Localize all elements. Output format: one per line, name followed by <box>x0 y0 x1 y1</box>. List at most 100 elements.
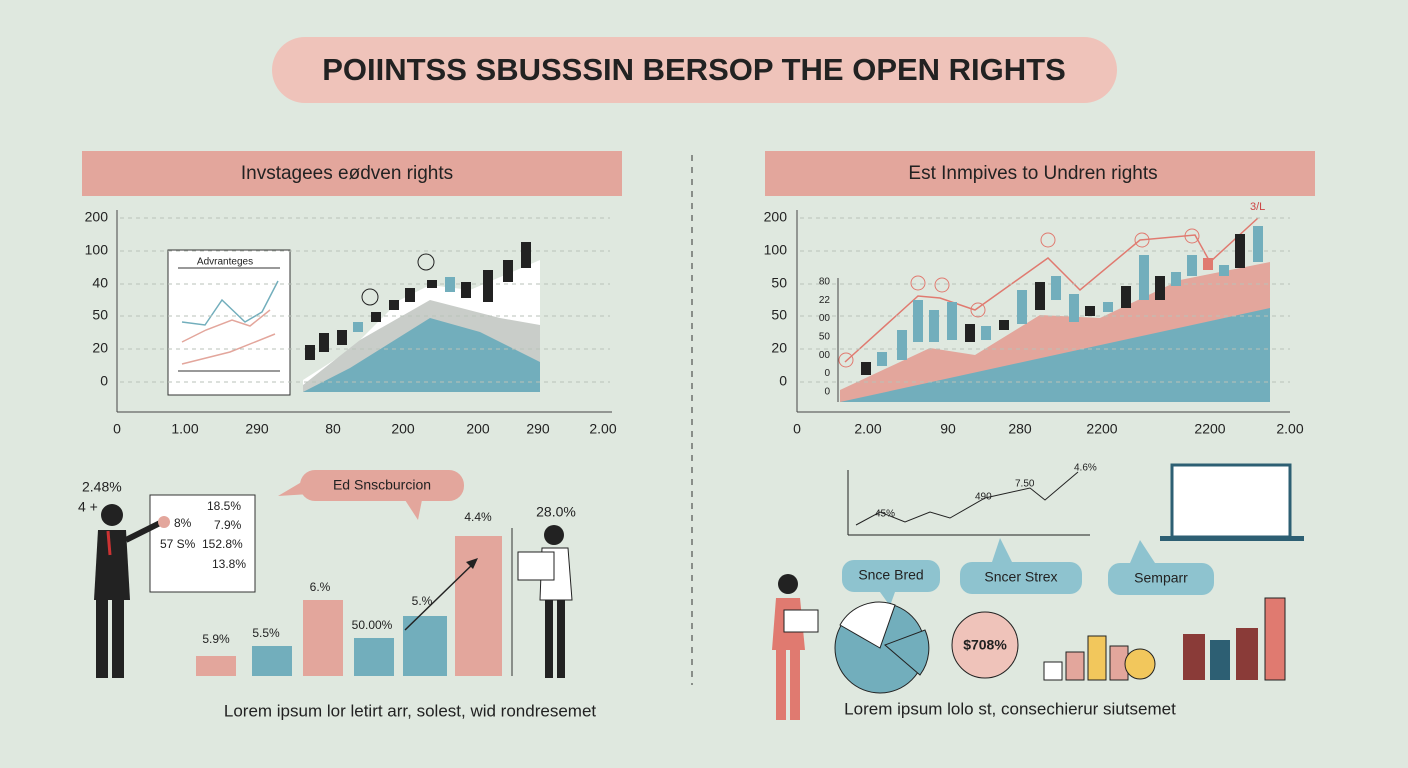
candle <box>1187 255 1197 276</box>
x-tick-label: 0 <box>113 421 121 437</box>
y-tick-label: 100 <box>85 242 109 258</box>
label: 57 S% <box>160 537 196 551</box>
shape <box>300 470 464 501</box>
candle <box>1155 276 1165 300</box>
candle <box>1171 272 1181 286</box>
coin-icon <box>1184 228 1200 244</box>
shape <box>884 629 930 676</box>
candle <box>371 312 381 322</box>
candle <box>405 288 415 302</box>
inner-y-label: 0 <box>824 368 830 379</box>
x-tick-label: 200 <box>391 421 415 437</box>
label: 8% <box>174 516 192 530</box>
y-tick-label: 40 <box>92 275 108 291</box>
shape <box>252 646 292 676</box>
shape <box>404 561 476 631</box>
inner-y-label: 0 <box>824 386 830 397</box>
candle <box>427 280 437 288</box>
shape <box>545 600 553 678</box>
label: 5.% <box>412 594 433 608</box>
shape <box>544 525 564 545</box>
shape <box>417 253 435 271</box>
shape <box>354 638 394 676</box>
y-tick-label: 0 <box>779 373 787 389</box>
candle <box>1253 226 1263 262</box>
candle <box>861 362 871 375</box>
label: 6.% <box>310 580 331 594</box>
shape <box>776 650 786 720</box>
shape <box>361 288 379 306</box>
shape <box>101 504 123 526</box>
candle <box>319 333 329 352</box>
x-tick-label: 2200 <box>1194 421 1225 437</box>
shape <box>106 530 112 556</box>
shape <box>303 318 540 392</box>
shape <box>181 333 276 365</box>
candle <box>483 270 493 302</box>
label: Snce Bred <box>858 567 923 583</box>
candle <box>1103 302 1113 312</box>
coin-icon <box>970 302 986 318</box>
title: POIINTSS SBUSSSIN BERSOP THE OPEN RIGHTS <box>322 52 1066 87</box>
shape <box>405 500 422 520</box>
x-tick-label: 290 <box>245 421 269 437</box>
shape <box>1130 540 1155 563</box>
x-tick-label: 290 <box>526 421 550 437</box>
candle <box>353 322 363 332</box>
shape <box>149 494 256 593</box>
inner-y-label: 50 <box>819 332 831 343</box>
shape <box>842 560 940 592</box>
label: 50.00% <box>352 618 393 632</box>
y-tick-label: 20 <box>771 340 787 356</box>
x-tick-label: 90 <box>940 421 956 437</box>
left-chart: Advranteges Ed Snscburcion 2.48% 4 + 18.… <box>78 209 617 721</box>
x-tick-label: 280 <box>1008 421 1032 437</box>
shape <box>844 217 1259 363</box>
x-tick-label: 2200 <box>1086 421 1117 437</box>
shape <box>840 308 1270 402</box>
candle <box>461 282 471 298</box>
label: Advranteges <box>197 257 253 268</box>
shape <box>1065 651 1085 681</box>
title-pill <box>272 37 1117 103</box>
shape <box>1183 634 1205 680</box>
candle <box>999 320 1009 330</box>
label: 4 + <box>78 499 98 515</box>
y-tick-label: 50 <box>92 307 108 323</box>
label: 5.9% <box>202 632 230 646</box>
coin-icon <box>910 275 926 291</box>
shape <box>181 280 279 326</box>
shape <box>960 562 1082 594</box>
shape <box>158 516 170 528</box>
candle <box>1219 265 1229 276</box>
candle <box>1139 255 1149 300</box>
left-header-band <box>82 151 622 196</box>
shape <box>992 538 1012 562</box>
shape <box>557 600 565 678</box>
shape <box>855 471 1079 526</box>
y-tick-label: 50 <box>771 275 787 291</box>
y-tick-label: 20 <box>92 340 108 356</box>
shape <box>880 592 895 606</box>
label: 3/L <box>1250 201 1265 213</box>
label: 45% <box>875 509 895 520</box>
left-header: Invstagees eødven rights <box>241 163 453 184</box>
shape <box>1108 563 1214 595</box>
inner-y-label: 00 <box>819 350 831 361</box>
candle <box>947 302 957 340</box>
shape <box>517 551 555 581</box>
label: $708% <box>963 637 1007 653</box>
x-tick-label: 80 <box>325 421 341 437</box>
candle <box>1203 258 1213 270</box>
label: 490 <box>975 492 992 503</box>
label: Semparr <box>1134 570 1188 586</box>
coin-icon <box>934 277 950 293</box>
candle <box>1051 276 1061 300</box>
candle <box>965 324 975 342</box>
candle <box>897 330 907 360</box>
shape <box>1210 640 1230 680</box>
shape <box>112 600 124 678</box>
label: Sncer Strex <box>984 569 1057 585</box>
candle <box>1085 306 1095 316</box>
